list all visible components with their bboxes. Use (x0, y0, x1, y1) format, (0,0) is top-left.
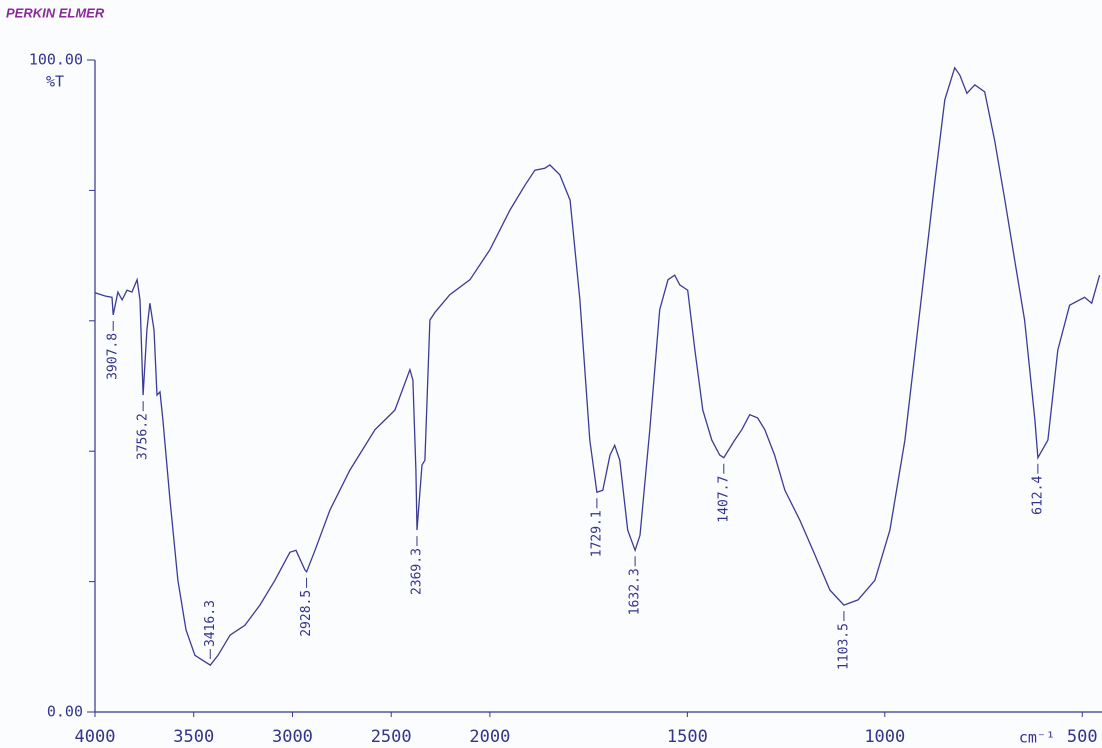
x-tick-label: 3500 (173, 727, 214, 747)
y-tick-label: 100.00 (29, 51, 83, 69)
x-tick-label: 2000 (469, 727, 510, 747)
y-axis-label: %T (46, 73, 64, 91)
peak-label: 1103.5 (836, 623, 851, 670)
x-tick-label: 3000 (272, 727, 313, 747)
spectrum-line (94, 66, 1101, 666)
peak-label: 1632.3 (628, 568, 643, 615)
peak-label: 2928.5 (299, 590, 314, 637)
peak-label: 3756.2 (136, 413, 151, 460)
peak-label: 612.4 (1030, 476, 1045, 515)
x-tick-label: 1500 (667, 727, 708, 747)
x-tick-label: 500 (1067, 727, 1098, 747)
peak-label: 3416.3 (203, 600, 218, 647)
brand: PERKIN ELMER (6, 5, 105, 20)
x-tick-label: 2500 (371, 727, 412, 747)
peak-label: 2369.3 (409, 548, 424, 595)
x-tick-label: 1000 (864, 727, 905, 747)
y-tick-label: 0.00 (47, 703, 83, 721)
peak-label: 1729.1 (589, 510, 604, 557)
peak-label: 3907.8 (106, 333, 121, 380)
peak-label: 1407.7 (716, 476, 731, 523)
x-tick-label: 4000 (75, 727, 116, 747)
x-axis-label: cm⁻¹ (1019, 729, 1055, 747)
